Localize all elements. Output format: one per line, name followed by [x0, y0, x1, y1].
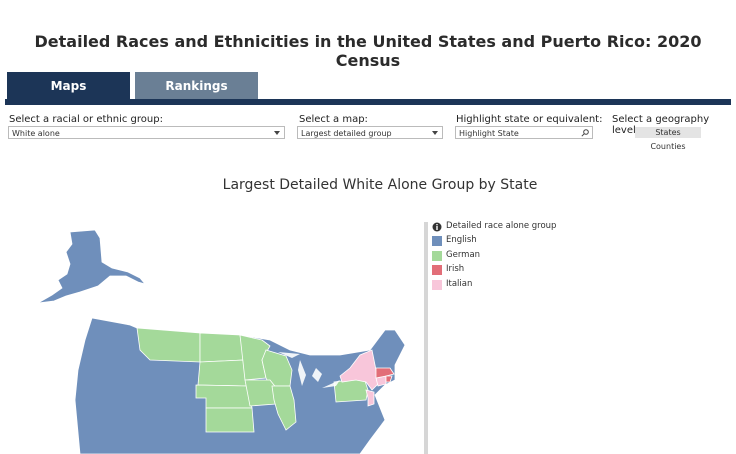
legend-label[interactable]: English: [446, 235, 477, 245]
dropdown-value: White alone: [12, 129, 60, 138]
lake: [312, 368, 322, 382]
state-shape: [205, 407, 255, 433]
control-label: Select a geography level:: [612, 114, 710, 136]
legend-title: Detailed race alone group: [446, 221, 557, 231]
legend-swatch[interactable]: [432, 236, 442, 246]
tab-bar: [5, 99, 731, 105]
control-label: Select a map:: [299, 114, 368, 125]
legend-swatch[interactable]: [432, 265, 442, 275]
state-shape: [37, 229, 147, 304]
title: Detailed Races and Ethnicities in the Un…: [34, 32, 702, 70]
legend-label[interactable]: Irish: [446, 264, 465, 274]
lake: [298, 360, 306, 386]
map: [37, 229, 406, 454]
state-shape: [375, 367, 395, 379]
map-title: Largest Detailed White Alone Group by St…: [222, 177, 538, 193]
state-shape: [385, 375, 393, 383]
legend-label[interactable]: German: [446, 249, 481, 260]
search-placeholder: Highlight State: [459, 129, 519, 138]
geo-option[interactable]: Counties: [650, 142, 686, 151]
search-icon: [581, 129, 589, 137]
legend-label[interactable]: Italian: [446, 278, 473, 289]
legend-swatch[interactable]: [432, 279, 442, 290]
dropdown-value: Largest detailed group: [301, 129, 392, 138]
dropdown-arrow: [274, 131, 280, 135]
dropdown[interactable]: White alone: [8, 126, 285, 139]
info-icon: [432, 222, 442, 232]
state-shape: [197, 359, 249, 387]
tab-rankings[interactable]: Rankings: [135, 72, 258, 99]
control-label: Select a racial or ethnic group:: [9, 114, 163, 125]
control-label: Highlight state or equivalent:: [456, 114, 603, 125]
state-shape: [199, 332, 245, 363]
state-shape: [136, 327, 201, 363]
state-shape: [365, 389, 375, 407]
geo-option[interactable]: States: [635, 127, 701, 138]
dropdown-arrow: [432, 131, 438, 135]
tab-maps[interactable]: Maps: [7, 72, 130, 99]
search-box[interactable]: Highlight State: [455, 126, 593, 139]
lake: [278, 352, 300, 358]
lake: [322, 380, 340, 388]
dropdown[interactable]: Largest detailed group: [297, 126, 443, 139]
legend-swatch[interactable]: [432, 250, 442, 261]
state-shape: [271, 385, 297, 431]
scroll-bar[interactable]: [424, 222, 428, 454]
